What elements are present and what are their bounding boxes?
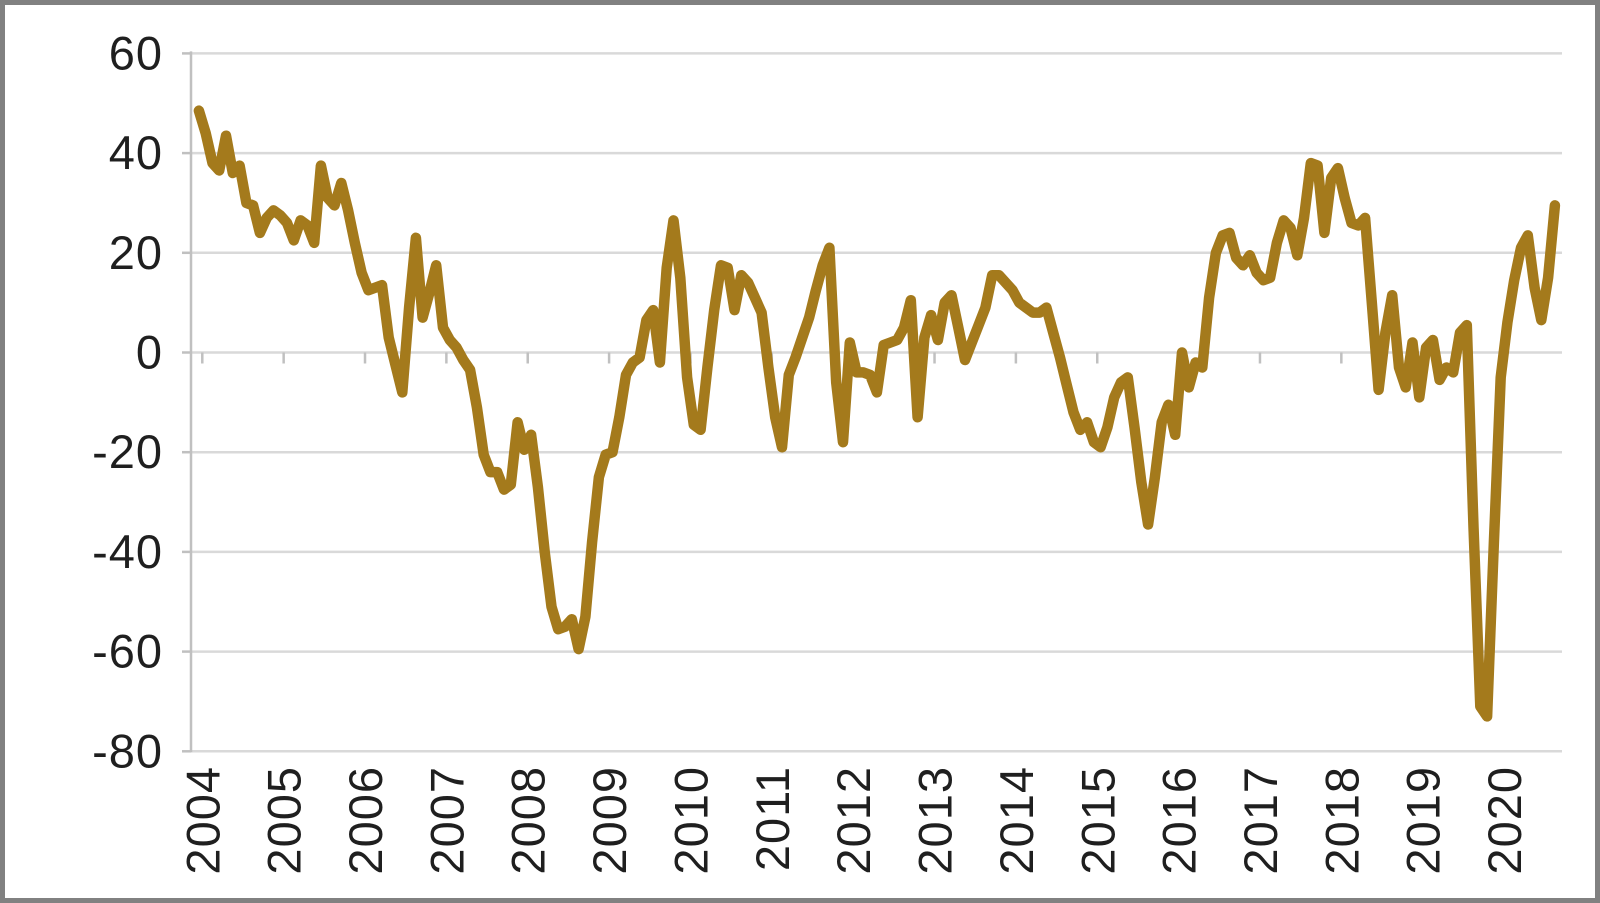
x-axis-tick-label: 2009: [583, 766, 636, 875]
x-axis-tick-label: 2007: [420, 766, 473, 875]
x-axis-tick-label: 2011: [746, 766, 799, 871]
x-axis-tick-label: 2005: [258, 766, 311, 875]
x-axis-tick-label: 2015: [1071, 766, 1124, 875]
y-axis-tick-label: 20: [109, 226, 163, 279]
x-axis-tick-label: 2019: [1397, 766, 1450, 875]
x-axis-tick-label: 2010: [664, 766, 717, 875]
y-axis-tick-label: -60: [92, 625, 163, 678]
x-axis-tick-label: 2018: [1315, 766, 1368, 875]
x-axis-tick-label: 2016: [1153, 766, 1206, 875]
data-line-series: [193, 105, 1561, 722]
y-axis-tick-label: 0: [136, 326, 163, 379]
y-axis-tick-label: -80: [92, 724, 163, 777]
y-axis-tick-label: -20: [92, 425, 163, 478]
y-axis-tick-label: -40: [92, 525, 163, 578]
x-axis-tick-label: 2012: [827, 766, 880, 875]
y-axis-tick-label: 40: [109, 126, 163, 179]
x-axis-tick-label: 2013: [909, 766, 962, 875]
x-axis-tick-label: 2004: [176, 766, 229, 875]
x-axis-tick-label: 2006: [339, 766, 392, 875]
x-axis-tick-label: 2017: [1234, 766, 1287, 875]
x-axis-tick-label: 2020: [1478, 766, 1531, 875]
y-axis-tick-label: 60: [109, 26, 163, 79]
x-axis-tick-label: 2014: [990, 766, 1043, 875]
x-axis-tick-label: 2008: [502, 766, 555, 875]
